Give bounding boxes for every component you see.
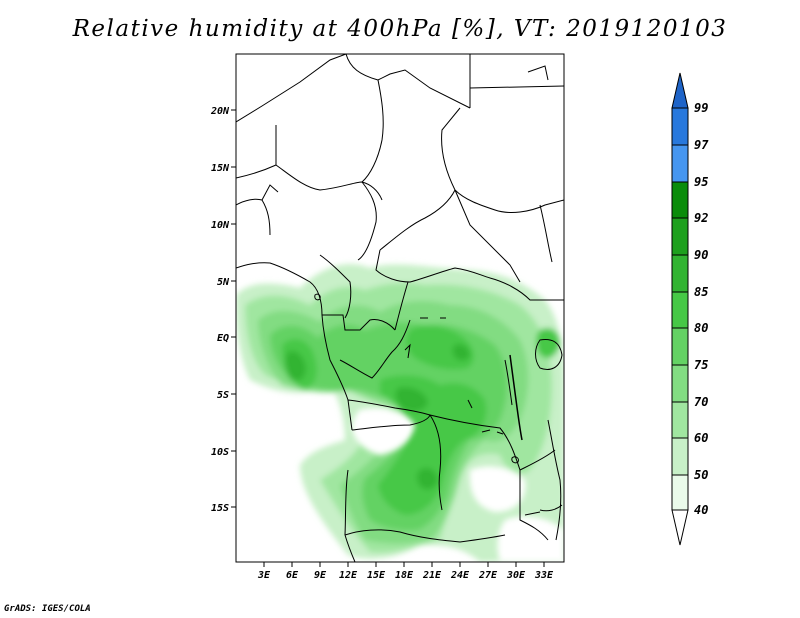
colorbar-label: 70 [694, 395, 708, 409]
lat-tick-label: 10N [211, 220, 230, 231]
lon-tick-label: 33E [534, 570, 554, 581]
lon-tick-label: 9E [314, 570, 327, 581]
colorbar-segment [671, 217, 689, 256]
colorbar-label: 90 [694, 248, 708, 262]
map-frame [235, 53, 565, 563]
lat-axis: 20N 15N 10N 5N EQ 5S 10S 15S [210, 106, 236, 514]
lat-tick-label: 20N [210, 106, 230, 117]
lat-tick-label: EQ [217, 333, 229, 344]
colorbar-segment [671, 327, 689, 366]
colorbar-label: 75 [694, 358, 708, 372]
colorbar-segment [671, 254, 689, 293]
lon-tick-label: 30E [506, 570, 526, 581]
lon-tick-label: 3E [257, 570, 271, 581]
colorbar-label: 60 [694, 431, 708, 445]
country-borders [236, 54, 564, 562]
colorbar-label: 99 [694, 101, 708, 115]
colorbar-top-arrow [671, 72, 689, 109]
colorbar-label: 85 [694, 285, 708, 299]
colorbar-segment [671, 107, 689, 146]
lat-tick-label: 15N [211, 163, 230, 174]
lon-tick-label: 12E [339, 570, 358, 581]
lon-tick-label: 27E [478, 570, 498, 581]
colorbar-label: 95 [694, 175, 708, 189]
colorbar-label: 40 [694, 503, 708, 517]
colorbar-label: 92 [694, 211, 708, 225]
credit-text: GrADS: IGES/COLA [4, 604, 91, 614]
colorbar-segment [671, 291, 689, 329]
lon-tick-label: 21E [422, 570, 442, 581]
lat-tick-label: 10S [211, 447, 229, 458]
lat-tick-label: 5N [217, 277, 230, 288]
colorbar-segment [671, 437, 689, 476]
lon-axis: 3E 6E 9E 12E 15E 18E 21E 24E 27E 30E 33E [257, 562, 554, 581]
colorbar-label: 50 [694, 468, 708, 482]
colorbar-bottom-arrow [671, 509, 689, 546]
colorbar-segment [671, 364, 689, 403]
humidity-field [236, 264, 564, 562]
lat-tick-label: 15S [211, 503, 229, 514]
map-title: Relative humidity at 400hPa [%], VT: 201… [72, 16, 728, 42]
colorbar: 99 97 95 92 90 85 80 75 70 60 50 40 [671, 72, 709, 546]
colorbar-label: 80 [694, 321, 708, 335]
colorbar-segment [671, 401, 689, 439]
lon-tick-label: 15E [367, 570, 386, 581]
lon-tick-label: 6E [286, 570, 299, 581]
lat-tick-label: 5S [217, 390, 229, 401]
lon-tick-label: 24E [450, 570, 470, 581]
colorbar-segment [671, 144, 689, 183]
colorbar-label: 97 [694, 138, 709, 152]
colorbar-segment [671, 474, 689, 511]
colorbar-segment [671, 181, 689, 219]
lon-tick-label: 18E [395, 570, 414, 581]
